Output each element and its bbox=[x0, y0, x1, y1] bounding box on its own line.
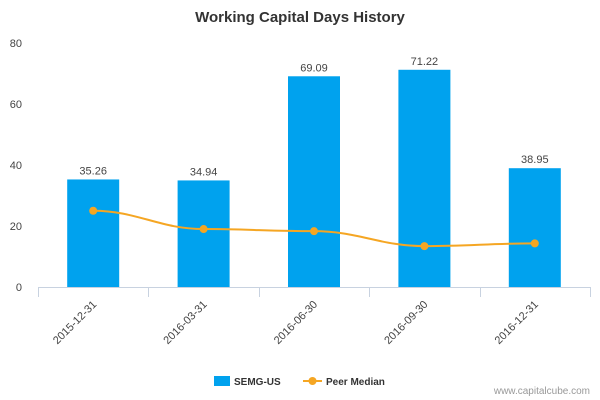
x-tick-label: 2016-06-30 bbox=[272, 299, 320, 347]
peer-median-point bbox=[89, 206, 98, 215]
y-tick-label: 20 bbox=[10, 221, 22, 233]
legend-label: Peer Median bbox=[326, 377, 385, 388]
legend-swatch-bar bbox=[214, 376, 230, 386]
x-tick-label: 2016-12-31 bbox=[493, 299, 541, 347]
bar-data-label: 38.95 bbox=[521, 154, 549, 166]
bar-data-label: 71.22 bbox=[411, 56, 439, 68]
legend-swatch-marker bbox=[308, 377, 317, 385]
bar bbox=[67, 179, 120, 287]
bar-data-label: 35.26 bbox=[79, 165, 107, 177]
legend: SEMG-US Peer Median bbox=[214, 376, 385, 388]
peer-median-point bbox=[530, 239, 539, 248]
x-tick-label: 2016-09-30 bbox=[382, 299, 430, 347]
y-tick-label: 80 bbox=[10, 38, 22, 50]
peer-median-point bbox=[199, 225, 208, 234]
plot-area: 0 20 40 60 80 35.26 34.94 69.09 71.22 38.95 2015-1… bbox=[10, 38, 591, 347]
bar bbox=[398, 69, 451, 288]
bar-data-label: 34.94 bbox=[190, 166, 218, 178]
y-tick-label: 60 bbox=[10, 99, 22, 111]
source-credit: www.capitalcube.com bbox=[493, 386, 590, 397]
peer-median-point bbox=[310, 227, 318, 236]
x-tick-label: 2016-03-31 bbox=[161, 299, 209, 347]
bar bbox=[508, 168, 561, 287]
bar bbox=[288, 76, 340, 287]
chart-title: Working Capital Days History bbox=[195, 9, 405, 26]
peer-median-point bbox=[420, 242, 429, 251]
y-tick-label: 40 bbox=[10, 160, 22, 172]
bar-data-label: 69.09 bbox=[300, 62, 328, 74]
y-tick-label: 0 bbox=[16, 282, 22, 294]
x-tick-label: 2015-12-31 bbox=[51, 299, 99, 347]
bar bbox=[177, 180, 230, 287]
legend-label: SEMG-US bbox=[234, 377, 281, 388]
